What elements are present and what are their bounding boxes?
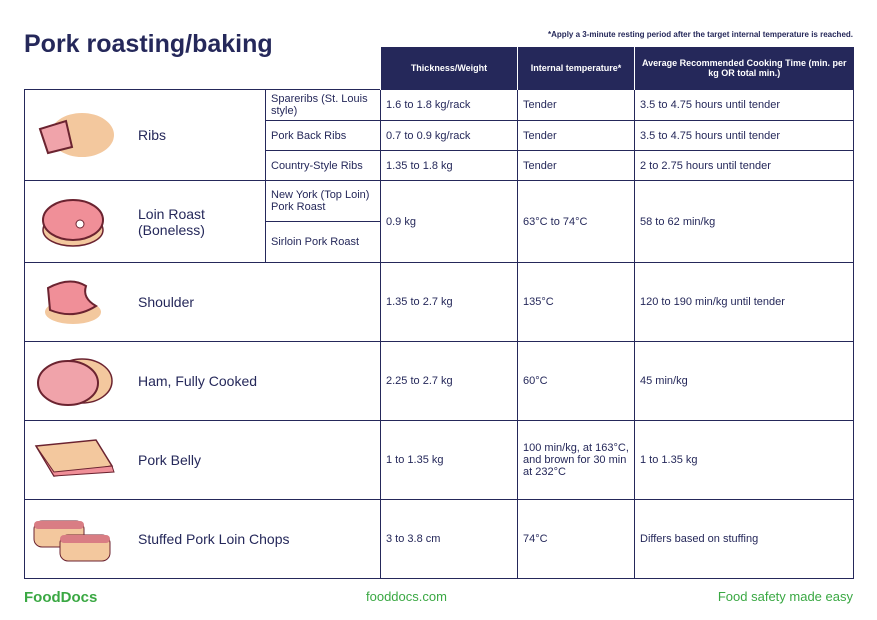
meat-icon	[38, 113, 114, 157]
cell-temp: Tender	[517, 120, 635, 151]
header: Average Recommended Cooking Time (min. p…	[634, 47, 854, 90]
row: Ham, Fully Cooked 2.25 to 2.7 kg 60°C 45 mi…	[24, 341, 854, 421]
icon-shape	[60, 535, 110, 543]
cell-time: 3.5 to 4.75 hours until tender	[634, 89, 854, 121]
cell-time: 1 to 1.35 kg	[634, 420, 854, 500]
cell-time: Differs based on stuffing	[634, 499, 854, 579]
url: fooddocs.com	[366, 589, 447, 604]
row: Country-Style Ribs 1.35 to 1.8 kg Tender 2 …	[25, 150, 854, 181]
blank	[266, 47, 381, 90]
group-cell: Pork Belly	[24, 420, 381, 500]
cell-time: 45 min/kg	[634, 341, 854, 421]
group-wrap: Pork Belly	[30, 432, 375, 488]
header: Internal temperature*	[517, 47, 635, 90]
cell-temp: 60°C	[517, 341, 635, 421]
group-wrap: Loin Roast (Boneless)	[30, 194, 260, 250]
icon-shape	[46, 280, 98, 316]
meat-icon	[33, 520, 111, 562]
blank	[25, 47, 266, 90]
group-wrap: Shoulder	[30, 274, 375, 330]
cell-weight: 1.35 to 1.8 kg	[380, 150, 518, 181]
row: Loin Roast (Boneless) New York (Top Loin)…	[24, 180, 854, 263]
cell-weight: 1 to 1.35 kg	[380, 420, 518, 500]
cell-temp: 63°C to 74°C	[517, 180, 635, 263]
row: Ribs Spareribs (St. Louis style) 1.6 to 1.…	[24, 89, 854, 181]
cell-time: 120 to 190 min/kg until tender	[634, 262, 854, 342]
meat-icon	[37, 358, 113, 406]
cooking-table: Thickness/Weight Internal temperature* A…	[24, 47, 854, 579]
cell-weight: 0.9 kg	[380, 180, 518, 263]
group-wrap: Ham, Fully Cooked	[30, 353, 375, 409]
icon-shape	[75, 219, 85, 228]
cell-time: 3.5 to 4.75 hours until tender	[634, 120, 854, 151]
cell-time: 58 to 62 min/kg	[634, 180, 854, 263]
cell-temp: Tender	[517, 89, 635, 121]
row: Sirloin Pork Roast	[25, 221, 854, 263]
cell-weight: 0.7 to 0.9 kg/rack	[380, 120, 518, 151]
cell-temp: 74°C	[517, 499, 635, 579]
cell-weight: 1.35 to 2.7 kg	[380, 262, 518, 342]
row: Stuffed Pork Loin Chops 3 to 3.8 cm 74°C Di…	[24, 499, 854, 579]
header: Thickness/Weight	[380, 47, 518, 90]
group-cell: Loin Roast (Boneless)	[24, 180, 266, 263]
header-row: Thickness/Weight Internal temperature* A…	[25, 47, 854, 90]
group-name: Stuffed Pork Loin Chops	[138, 531, 290, 547]
group-name: Pork Belly	[138, 452, 202, 468]
meat-icon	[42, 198, 104, 247]
table-body: Thickness/Weight Internal temperature* A…	[24, 47, 854, 579]
note: *Apply a 3-minute resting period after t…	[548, 30, 853, 39]
icon-shape	[35, 445, 115, 477]
group-cell: Shoulder	[24, 262, 381, 342]
cell-weight: 1.6 to 1.8 kg/rack	[380, 89, 518, 121]
cell-name: Sirloin Pork Roast	[265, 221, 381, 263]
cell-temp: Tender	[517, 150, 635, 181]
cell-name: Country-Style Ribs	[265, 150, 381, 181]
cell-weight: 2.25 to 2.7 kg	[380, 341, 518, 421]
cell-name: Pork Back Ribs	[265, 120, 381, 151]
brand: FoodDocs	[24, 589, 98, 606]
icon-shape	[34, 521, 84, 529]
icon-shape	[38, 119, 74, 155]
group-name: Loin Roast (Boneless)	[138, 205, 205, 238]
group-name: Shoulder	[138, 294, 195, 310]
title: Pork roasting/baking	[24, 30, 273, 58]
row: Pork Belly 1 to 1.35 kg 100 min/kg, at 163…	[24, 420, 854, 500]
meat-icon	[45, 280, 101, 324]
group-cell: Ribs	[24, 89, 266, 181]
icon-shape	[42, 198, 104, 241]
group-name: Ribs	[138, 127, 167, 143]
cell-temp: 100 min/kg, at 163°C, and brown for 30 m…	[517, 420, 635, 500]
cell-weight: 3 to 3.8 cm	[380, 499, 518, 579]
row: Shoulder 1.35 to 2.7 kg 135°C 120 to 190 mi…	[24, 262, 854, 342]
group-cell: Ham, Fully Cooked	[24, 341, 381, 421]
cell-name: Spareribs (St. Louis style)	[265, 89, 381, 121]
row: Pork Back Ribs 0.7 to 0.9 kg/rack Tender 3.…	[25, 120, 854, 151]
meat-icon	[34, 439, 115, 477]
tagline: Food safety made easy	[717, 589, 853, 604]
cell-time: 2 to 2.75 hours until tender	[634, 150, 854, 181]
group-wrap: Stuffed Pork Loin Chops	[30, 511, 375, 567]
icon-shape	[37, 360, 99, 406]
group-wrap: Ribs	[30, 107, 260, 163]
group-name: Ham, Fully Cooked	[138, 373, 258, 389]
group-cell: Stuffed Pork Loin Chops	[24, 499, 381, 579]
cell-temp: 135°C	[517, 262, 635, 342]
cell-name: New York (Top Loin) Pork Roast	[265, 180, 381, 222]
